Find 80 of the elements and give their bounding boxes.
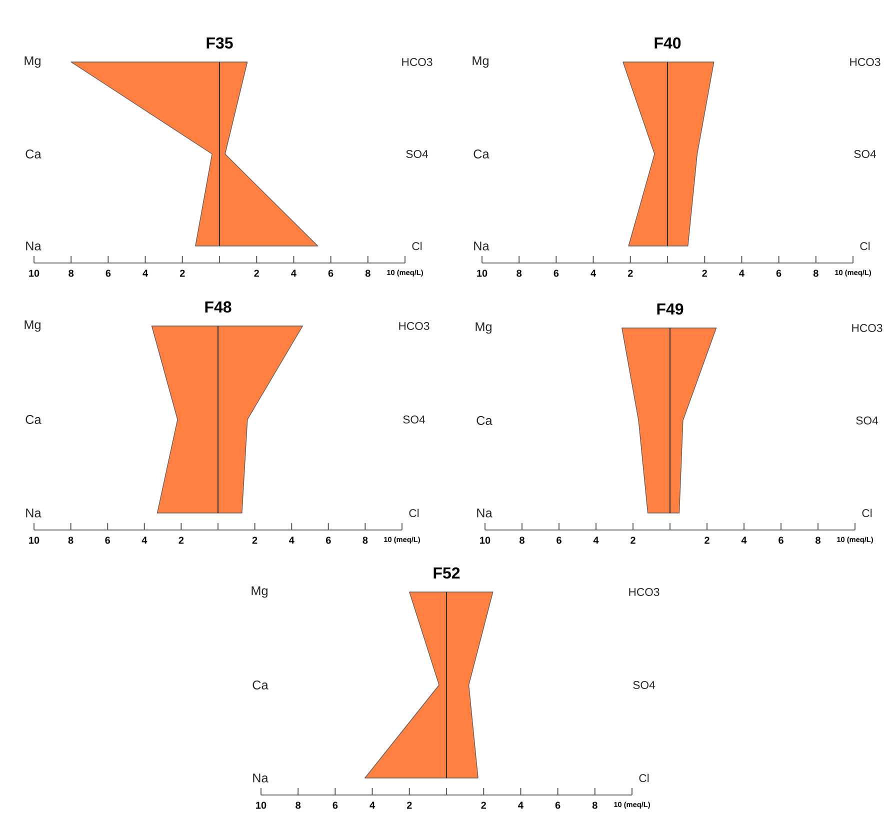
x-tick-label: 8 <box>68 270 74 277</box>
y-tick-label: Ca <box>26 415 42 424</box>
x-tick-label: 6 <box>326 536 331 544</box>
y2-tick-label: HCO3 <box>852 324 882 332</box>
x-tick-label: 4 <box>288 536 294 544</box>
y2-tick-label: SO4 <box>406 150 428 158</box>
y-tick-label: Mg <box>24 320 40 332</box>
x-tick-label: 4 <box>593 536 599 544</box>
x-tick-label: 2 <box>481 802 486 809</box>
x-tick-label: 4 <box>370 802 376 809</box>
x-tick-label: 6 <box>556 536 562 544</box>
x-tick-label: 6 <box>778 536 784 544</box>
x-tick-label: 8 <box>296 802 301 809</box>
x-tick-label: 8 <box>816 536 820 544</box>
chart-title: F40 <box>654 37 681 49</box>
chart-title: F48 <box>205 301 232 313</box>
x-tick-label: 4 <box>142 536 148 544</box>
x-tick-label: 8 <box>520 536 524 544</box>
x-tick-label: 10 <box>477 270 488 277</box>
y-tick-label: Ca <box>252 680 268 690</box>
x-tick-label: 8 <box>516 270 522 277</box>
x-tick-label: 8 <box>362 536 368 544</box>
x-tick-label: 2 <box>180 270 185 277</box>
y-tick-label: Na <box>477 508 492 518</box>
y2-tick-label: Cl <box>639 774 649 782</box>
chart-title: F52 <box>434 567 460 579</box>
y2-tick-label: SO4 <box>403 416 426 424</box>
x-tick-label: 4 <box>590 270 596 277</box>
x-tick-label: 2 <box>252 536 258 544</box>
x-tick-label: 2 <box>406 802 412 809</box>
y-tick-label: Mg <box>252 586 268 598</box>
x-tick-label: 6 <box>106 270 111 277</box>
x-tick-label: 2 <box>702 270 707 277</box>
y2-tick-label: SO4 <box>854 150 876 158</box>
y-tick-label: Na <box>474 242 490 250</box>
x-tick-label: 4 <box>518 802 524 809</box>
x-tick-label: 2 <box>254 270 259 277</box>
y2-tick-label: SO4 <box>856 416 878 425</box>
x-tick-label: 10 <box>29 270 40 277</box>
x-tick-label: 6 <box>328 270 334 277</box>
x-tick-label: 8 <box>592 802 598 809</box>
x-tick-label: 4 <box>739 270 744 277</box>
y2-tick-label: Cl <box>862 508 872 518</box>
chart-title: F49 <box>657 303 684 315</box>
x-tick-label: 10 <box>29 536 40 544</box>
y2-tick-label: Cl <box>860 242 870 250</box>
x-tick-label: 6 <box>555 802 560 809</box>
y-tick-label: Mg <box>476 322 492 334</box>
x-tick-label: 6 <box>554 270 559 277</box>
y2-tick-label: HCO3 <box>629 588 660 596</box>
x-tick-label: 8 <box>68 536 74 544</box>
y2-tick-label: Cl <box>409 508 419 518</box>
x-tick-label: 10 <box>256 802 266 809</box>
x-tick-label: 4 <box>741 536 747 544</box>
x-tick-label: 2 <box>178 536 184 544</box>
x-tick-label: 2 <box>630 536 636 544</box>
y2-tick-label: HCO3 <box>399 322 430 330</box>
x-tick-label: 8 <box>813 270 818 277</box>
x-tick-label: 6 <box>332 802 338 809</box>
y-tick-label: Ca <box>474 150 490 158</box>
y-tick-label: Na <box>26 242 42 250</box>
y2-tick-label: HCO3 <box>402 58 432 66</box>
x-tick-label: 4 <box>142 270 148 277</box>
x-tick-label: 4 <box>291 270 296 277</box>
y2-tick-label: Cl <box>412 242 422 250</box>
x-tick-label: 6 <box>105 536 110 544</box>
y2-tick-label: HCO3 <box>850 58 880 66</box>
x-tick-label: 8 <box>365 270 370 277</box>
x-tick-label: 2 <box>628 270 633 277</box>
y-tick-label: Na <box>253 774 268 782</box>
y-tick-label: Mg <box>24 56 40 68</box>
chart-title: F35 <box>206 37 233 49</box>
y-tick-label: Ca <box>26 150 42 158</box>
y2-tick-label: SO4 <box>633 681 656 690</box>
y-tick-label: Mg <box>472 56 488 68</box>
y-tick-label: Na <box>26 508 42 518</box>
x-tick-label: 2 <box>704 536 710 544</box>
y-tick-label: Ca <box>476 416 492 425</box>
x-tick-label: 10 <box>480 536 490 544</box>
x-tick-label: 6 <box>776 270 782 277</box>
